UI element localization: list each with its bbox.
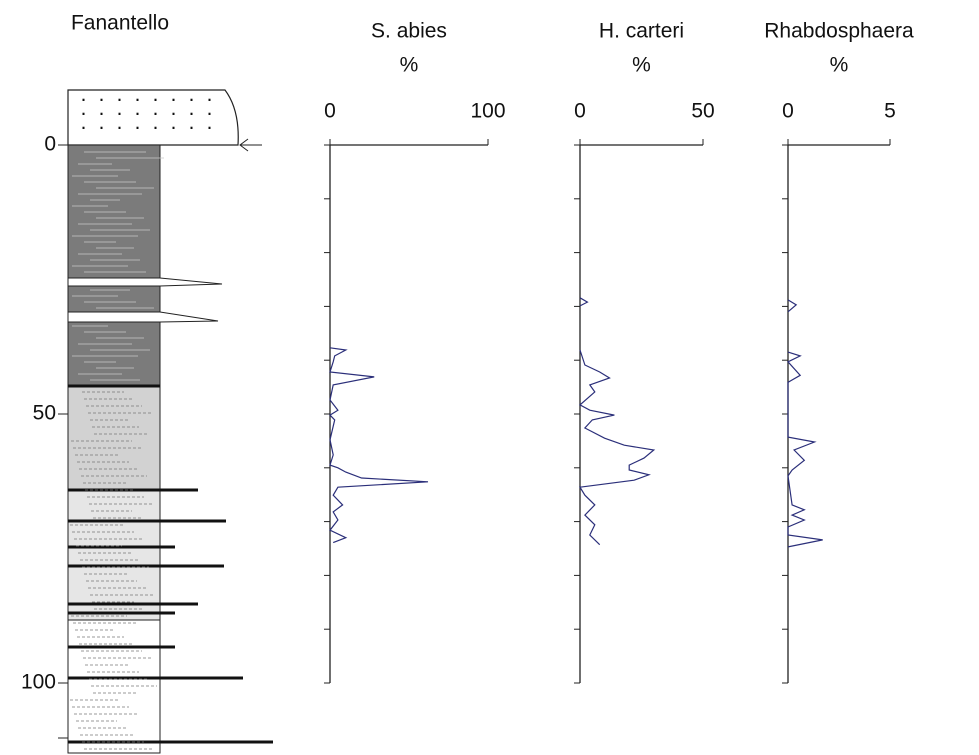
- grey-unit: [67, 384, 161, 491]
- unit-label: %: [400, 54, 419, 77]
- volcanic-symbol: ·: [152, 116, 159, 139]
- volcanic-symbol: ·: [116, 116, 123, 139]
- abundance-line: [787, 299, 823, 548]
- arrow-head: [239, 138, 249, 152]
- x-tick-label: 5: [884, 100, 896, 123]
- y-tick-label: 50: [33, 402, 56, 425]
- abundance-line: [329, 347, 429, 544]
- ash-layer: [67, 277, 223, 287]
- unit-label: %: [830, 54, 849, 77]
- panel-title: H. carteri: [599, 20, 684, 43]
- unit-label: %: [632, 54, 651, 77]
- volcanic-symbol: ·: [170, 88, 177, 111]
- volcanic-symbol: ·: [134, 88, 141, 111]
- top-unit: [67, 89, 239, 146]
- volcanic-symbol: ·: [116, 88, 123, 111]
- dark-unit: [67, 144, 161, 386]
- volcanic-symbol: ·: [98, 102, 105, 125]
- volcanic-symbol: ·: [98, 116, 105, 139]
- x-tick-label: 0: [782, 100, 794, 123]
- x-tick-label: 50: [691, 100, 714, 123]
- volcanic-symbol: ·: [188, 88, 195, 111]
- x-tick-label: 0: [574, 100, 586, 123]
- y-tick-label: 0: [44, 133, 56, 156]
- volcanic-symbol: ·: [188, 116, 195, 139]
- volcanic-symbol: ·: [206, 88, 213, 111]
- volcanic-symbol: ·: [134, 116, 141, 139]
- volcanic-symbol: ·: [152, 88, 159, 111]
- volcanic-symbol: ·: [80, 102, 87, 125]
- x-tick-label: 100: [470, 100, 505, 123]
- y-tick-label: 100: [21, 671, 56, 694]
- abundance-line: [578, 297, 656, 546]
- volcanic-symbol: ·: [206, 102, 213, 125]
- volcanic-symbol: ·: [206, 116, 213, 139]
- volcanic-symbol: ·: [116, 102, 123, 125]
- ash-layer: [67, 311, 219, 323]
- volcanic-symbol: ·: [170, 116, 177, 139]
- volcanic-symbol: ·: [152, 102, 159, 125]
- light-unit: [67, 489, 161, 621]
- panel-title: S. abies: [371, 20, 447, 43]
- x-tick-label: 0: [324, 100, 336, 123]
- volcanic-symbol: ·: [134, 102, 141, 125]
- volcanic-symbol: ·: [80, 88, 87, 111]
- volcanic-symbol: ·: [80, 116, 87, 139]
- white-unit: [67, 619, 161, 754]
- volcanic-symbol: ·: [170, 102, 177, 125]
- panel-title: Rhabdosphaera: [764, 20, 914, 43]
- volcanic-symbol: ·: [98, 88, 105, 111]
- volcanic-symbol: ·: [188, 102, 195, 125]
- chart-title: Fanantello: [71, 12, 169, 35]
- lithology-column: · · · · · · · ·· · · · · · · ·· · · · · · · ·: [58, 88, 273, 754]
